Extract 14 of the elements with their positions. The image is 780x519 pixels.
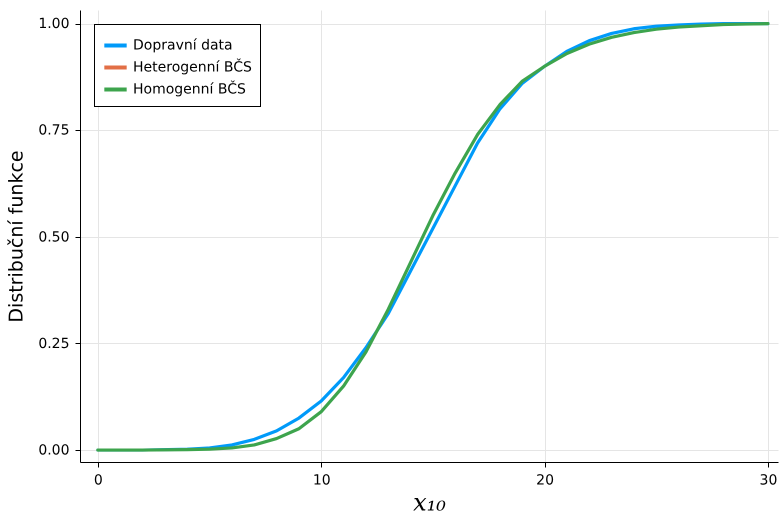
legend-label: Heterogenní BČS: [133, 58, 252, 76]
x-axis-title: x₁₀: [413, 488, 446, 516]
y-tick-label: 1.00: [38, 16, 70, 32]
y-axis-title: Distribuční funkce: [5, 150, 28, 323]
legend-label: Dopravní data: [133, 38, 233, 54]
x-tick-label: 30: [760, 472, 778, 488]
x-tick-label: 0: [94, 472, 103, 488]
x-tick-label: 20: [536, 472, 554, 488]
y-tick-label: 0.25: [38, 336, 70, 352]
y-tick-label: 0.50: [38, 229, 70, 246]
y-tick-label: 0.00: [38, 442, 70, 459]
y-tick-label: 0.75: [38, 122, 70, 139]
legend-label: Homogenní BČS: [133, 80, 246, 98]
x-tick-label: 10: [312, 472, 331, 488]
